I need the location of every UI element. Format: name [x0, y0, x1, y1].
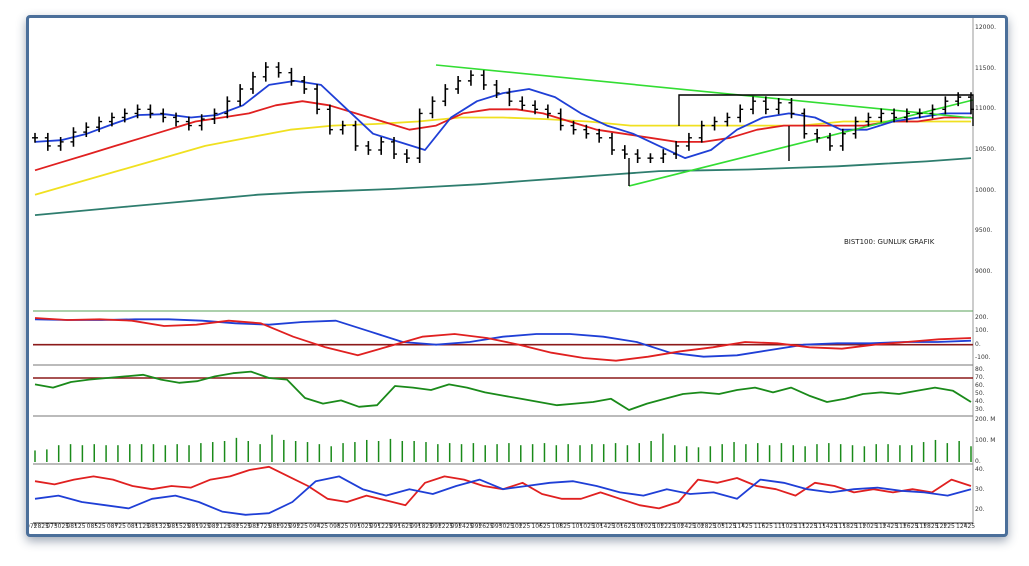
dmi-y-tick-label: 30.: [975, 486, 985, 493]
x-tick-label: 112825: [915, 523, 939, 530]
x-tick-label: 093025: [491, 523, 514, 530]
x-tick-label: 11625: [753, 523, 773, 530]
dmi-y-tick-label: 20.: [975, 506, 985, 513]
x-tick-label: 09825: [329, 523, 349, 530]
rsi-y-tick-label: 60.: [975, 382, 985, 389]
x-tick-label: 09225: [288, 523, 308, 530]
x-tick-label: 102025: [632, 523, 656, 530]
x-tick-label: 101425: [592, 523, 615, 530]
trendline-upper: [435, 64, 974, 119]
x-tick-label: 092625: [470, 523, 494, 530]
x-tick-label: 092225: [430, 523, 454, 530]
x-tick-label: 09425: [309, 523, 329, 530]
chart-title: BIST100: GUNLUK GRAFIK: [844, 238, 935, 246]
oscillator-y-tick-label: -100.: [975, 354, 991, 361]
rsi-y-tick-label: 50.: [975, 390, 985, 397]
x-tick-label: 081325: [147, 523, 171, 530]
x-tick-label: 081525: [167, 523, 191, 530]
price-y-tick-label: 11000.: [975, 105, 996, 113]
x-tick-label: 111425: [814, 523, 838, 530]
moving-average-line: [34, 157, 972, 216]
x-tick-label: 08125: [66, 523, 86, 530]
x-tick-label: 102825: [693, 523, 717, 530]
price-y-tick-label: 10000.: [975, 186, 996, 194]
x-tick-label: 102225: [652, 523, 676, 530]
x-tick-label: 082525: [228, 523, 252, 530]
x-tick-label: 112625: [895, 523, 919, 530]
x-tick-label: 111825: [834, 523, 858, 530]
x-tick-label: 112425: [875, 523, 899, 530]
x-tick-label: 091025: [349, 523, 373, 530]
oscillator-y-tick-label: 0.: [975, 340, 981, 348]
x-tick-label: 091825: [410, 523, 434, 530]
x-tick-label: 12425: [956, 523, 976, 530]
volume-y-tick-label: 100. M: [975, 437, 996, 444]
x-tick-label: 082125: [207, 523, 231, 530]
rsi-line: [34, 370, 972, 411]
x-tick-label: 10625: [531, 523, 551, 530]
x-tick-label: 08525: [86, 523, 106, 530]
rsi-y-tick-label: 80.: [975, 366, 985, 373]
volume-y-tick-label: 200. M: [975, 416, 996, 423]
dmi-line: [34, 475, 972, 516]
x-tick-label: 111025: [774, 523, 797, 530]
x-tick-label: 082925: [268, 523, 292, 530]
x-tick-label: 102425: [672, 523, 696, 530]
x-tick-label: 10225: [511, 523, 531, 530]
x-tick-label: 10825: [551, 523, 571, 530]
price-y-tick-label: 9500.: [975, 227, 993, 235]
moving-average-line: [34, 80, 971, 160]
x-tick-label: 12225: [935, 523, 955, 530]
x-tick-label: 092425: [450, 523, 474, 530]
chart-canvas: [32, 18, 974, 526]
oscillator-y-tick-label: 100.: [975, 327, 989, 335]
price-y-tick-label: 12000.: [975, 24, 996, 31]
x-tick-label: 103125: [713, 523, 737, 530]
dmi-line: [34, 465, 972, 510]
x-tick-label: 101625: [612, 523, 636, 530]
x-tick-label: 08725: [106, 523, 126, 530]
price-y-tick-label: 10500.: [975, 146, 996, 153]
x-tick-label: 091225: [369, 523, 393, 530]
moving-average-line: [34, 116, 971, 196]
x-tick-label: 11425: [733, 523, 753, 530]
price-y-tick-label: 9000.: [975, 268, 993, 275]
rsi-y-tick-label: 40.: [975, 398, 985, 405]
trendline-lower: [628, 99, 974, 187]
x-tick-label: 081925: [187, 523, 211, 530]
x-tick-label: 081125: [127, 523, 150, 530]
x-tick-label: 111225: [794, 523, 818, 530]
x-tick-label: 072825: [26, 523, 49, 530]
oscillator-y-tick-label: 200.: [975, 314, 989, 321]
price-y-tick-label: 11500.: [975, 64, 996, 72]
rsi-y-tick-label: 30.: [975, 406, 985, 413]
moving-average-line: [34, 100, 971, 172]
x-tick-label: 101025: [571, 523, 595, 530]
rsi-y-tick-label: 70.: [975, 374, 985, 381]
oscillator-line: [34, 318, 972, 358]
volume-y-tick-label: 0.: [975, 458, 981, 465]
x-tick-label: 073025: [46, 523, 70, 530]
x-tick-label: 091625: [389, 523, 413, 530]
oscillator-line: [34, 317, 972, 362]
chart-frame: 12000. 11500. 11000. 10500. 10000. 9500. 9000.…: [26, 15, 1008, 537]
dmi-y-tick-label: 40.: [975, 466, 985, 473]
x-tick-label: 082725: [248, 523, 272, 530]
range-box: [678, 94, 974, 126]
x-tick-label: 112025: [854, 523, 878, 530]
